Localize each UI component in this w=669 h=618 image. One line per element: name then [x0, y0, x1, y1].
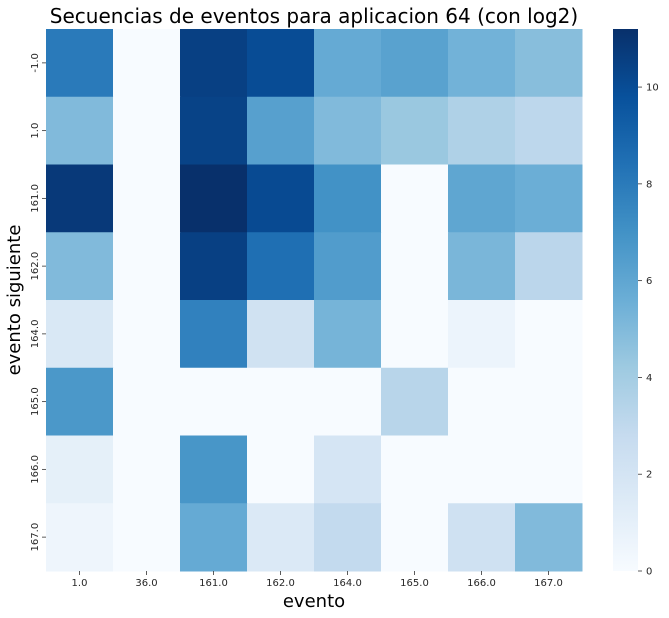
colorbar-tick-label: 0	[646, 567, 652, 578]
heatmap-cell	[46, 164, 114, 233]
heatmap-cell	[46, 29, 114, 98]
x-tick-label: 165.0	[400, 578, 429, 589]
heatmap-cell	[314, 435, 382, 504]
colorbar: 0 2 4 6 8 10	[613, 29, 659, 578]
heatmap-cell	[180, 164, 248, 233]
heatmap-cell	[247, 503, 315, 572]
heatmap-cell	[113, 29, 181, 98]
heatmap-cell	[448, 96, 516, 165]
heatmap-cell	[515, 164, 583, 233]
heatmap-cell	[448, 232, 516, 301]
x-tick-label: 164.0	[333, 578, 362, 589]
heatmap-cell	[113, 367, 181, 436]
heatmap-cell	[46, 96, 114, 165]
heatmap-cell	[314, 503, 382, 572]
y-tick-label: 166.0	[30, 455, 41, 484]
heatmap-cell	[46, 503, 114, 572]
heatmap-cell	[515, 96, 583, 165]
heatmap-cell	[113, 300, 181, 369]
y-tick-label: 167.0	[30, 523, 41, 552]
heatmap-cell	[247, 435, 315, 504]
heatmap-cell	[247, 96, 315, 165]
x-tick-label: 36.0	[135, 578, 157, 589]
heatmap-cell	[448, 435, 516, 504]
heatmap-cell	[247, 300, 315, 369]
heatmap-cell	[448, 300, 516, 369]
heatmap-cell	[515, 367, 583, 436]
heatmap-cell	[314, 232, 382, 301]
heatmap-cell	[381, 435, 449, 504]
heatmap-cell	[314, 29, 382, 98]
heatmap-cell	[448, 29, 516, 98]
x-tick-label: 166.0	[467, 578, 496, 589]
heatmap-cell	[448, 367, 516, 436]
heatmap-cells	[46, 29, 583, 572]
y-axis-ticks: -1.0 1.0 161.0 162.0 164.0 165.0 166.0 167.0	[30, 53, 46, 551]
heatmap-cell	[113, 96, 181, 165]
x-tick-label: 161.0	[199, 578, 228, 589]
chart-title: Secuencias de eventos para aplicacion 64…	[50, 4, 578, 28]
colorbar-tick-label: 6	[646, 276, 652, 287]
heatmap-cell	[381, 367, 449, 436]
heatmap-cell	[381, 164, 449, 233]
y-tick-label: 161.0	[30, 184, 41, 213]
y-tick-label: 1.0	[30, 123, 41, 139]
heatmap-cell	[180, 96, 248, 165]
heatmap-cell	[46, 367, 114, 436]
x-axis-ticks: 1.0 36.0 161.0 162.0 164.0 165.0 166.0 167.0	[72, 571, 563, 589]
heatmap-cell	[314, 367, 382, 436]
colorbar-ticks: 0 2 4 6 8 10	[638, 83, 659, 578]
heatmap-cell	[113, 503, 181, 572]
x-tick-label: 167.0	[534, 578, 563, 589]
heatmap-cell	[515, 29, 583, 98]
colorbar-tick-label: 10	[646, 83, 659, 94]
heatmap-cell	[381, 96, 449, 165]
heatmap-cell	[180, 232, 248, 301]
heatmap-cell	[46, 435, 114, 504]
colorbar-tick-label: 8	[646, 179, 652, 190]
heatmap-cell	[515, 232, 583, 301]
y-tick-label: 165.0	[30, 387, 41, 416]
y-tick-label: 164.0	[30, 320, 41, 349]
y-axis-title: evento siguiente	[4, 225, 25, 376]
heatmap-cell	[448, 164, 516, 233]
heatmap-cell	[180, 435, 248, 504]
heatmap-cell	[381, 503, 449, 572]
heatmap-cell	[46, 232, 114, 301]
y-tick-label: -1.0	[30, 53, 41, 73]
x-axis-title: evento	[283, 591, 345, 612]
heatmap-cell	[515, 503, 583, 572]
heatmap-cell	[247, 29, 315, 98]
heatmap-cell	[113, 435, 181, 504]
heatmap-cell	[180, 503, 248, 572]
heatmap-cell	[46, 300, 114, 369]
heatmap-cell	[180, 367, 248, 436]
heatmap-cell	[381, 300, 449, 369]
heatmap-cell	[381, 29, 449, 98]
heatmap-cell	[113, 232, 181, 301]
heatmap-cell	[515, 435, 583, 504]
heatmap-cell	[247, 232, 315, 301]
heatmap-cell	[180, 300, 248, 369]
heatmap-cell	[314, 96, 382, 165]
heatmap-cell	[247, 367, 315, 436]
x-tick-label: 162.0	[266, 578, 295, 589]
heatmap-cell	[515, 300, 583, 369]
heatmap-cell	[381, 232, 449, 301]
heatmap-cell	[314, 164, 382, 233]
heatmap-cell	[113, 164, 181, 233]
colorbar-tick-label: 2	[646, 470, 652, 481]
heatmap-cell	[448, 503, 516, 572]
colorbar-gradient	[613, 29, 638, 571]
x-tick-label: 1.0	[72, 578, 88, 589]
y-tick-label: 162.0	[30, 252, 41, 281]
heatmap-cell	[247, 164, 315, 233]
heatmap-cell	[314, 300, 382, 369]
heatmap-cell	[180, 29, 248, 98]
colorbar-tick-label: 4	[646, 373, 652, 384]
